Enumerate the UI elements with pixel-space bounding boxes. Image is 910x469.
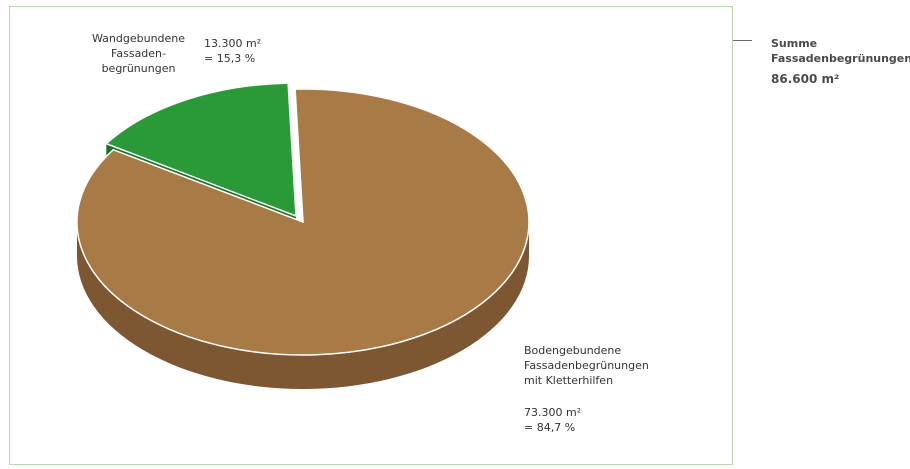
slice-bodengebundene-top <box>76 88 530 356</box>
slice-bodengebundene-side <box>77 222 529 389</box>
slice-value-wandgebundene: 13.300 m² = 15,3 % <box>204 37 262 65</box>
slice-label-wandgebundene: Wandgebundene Fassaden- begrünungen <box>92 32 186 75</box>
total-value: 86.600 m² <box>771 72 840 86</box>
slice-wandgebundene-top <box>104 82 297 218</box>
total-label: Summe Fassadenbegrünungen <box>771 37 910 65</box>
total-summary: Summe Fassadenbegrünungen 86.600 m² <box>771 36 910 87</box>
chart-frame <box>9 6 733 465</box>
slice-label-bodengebundene: Bodengebundene Fassadenbegrünungen mit K… <box>524 344 649 387</box>
total-connector-line <box>733 40 752 41</box>
slice-value-bodengebundene: 73.300 m² = 84,7 % <box>524 406 582 434</box>
